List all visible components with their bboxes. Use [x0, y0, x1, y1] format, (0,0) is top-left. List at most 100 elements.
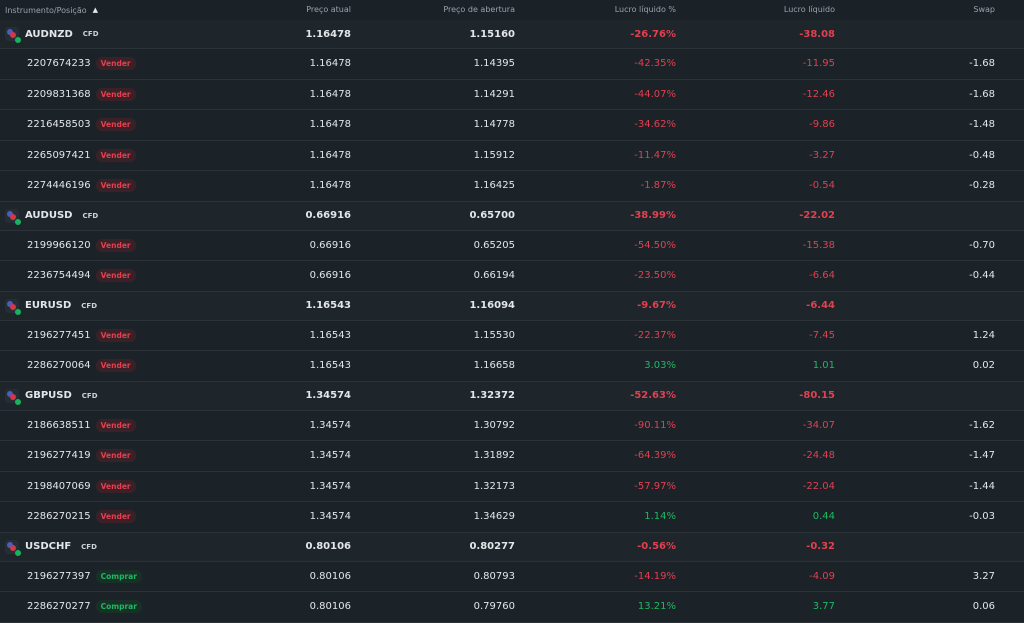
position-row[interactable]: 2196277451 Vender 1.16543 1.15530 -22.37%…: [0, 320, 1024, 351]
position-id: 2286270277: [27, 601, 91, 613]
position-cell: 2198407069 Vender: [27, 479, 136, 493]
column-net-profit[interactable]: Lucro líquido: [783, 5, 835, 14]
current-price: 1.16543: [305, 300, 351, 311]
open-price: 1.30792: [473, 419, 515, 431]
position-id: 2236754494: [27, 270, 91, 282]
position-row[interactable]: 2196277397 Comprar 0.80106 0.80793 -14.19…: [0, 561, 1024, 592]
position-cell: 2196277451 Vender: [27, 328, 136, 342]
swap: -0.70: [969, 239, 995, 251]
swap: -1.68: [969, 88, 995, 100]
instrument-group-row[interactable]: USDCHF CFD 0.80106 0.80277 -0.56% -0.32: [0, 532, 1024, 562]
open-price: 1.16094: [469, 300, 515, 311]
open-price: 0.79760: [473, 601, 515, 613]
position-row[interactable]: 2286270277 Comprar 0.80106 0.79760 13.21%…: [0, 592, 1024, 623]
swap: 3.27: [972, 570, 995, 582]
current-price: 1.16478: [309, 180, 351, 192]
current-price: 1.16543: [309, 329, 351, 341]
instrument-group-row[interactable]: AUDNZD CFD 1.16478 1.15160 -26.76% -38.08: [0, 20, 1024, 49]
position-row[interactable]: 2198407069 Vender 1.34574 1.32173 -57.97%…: [0, 471, 1024, 502]
net-profit: -7.45: [809, 329, 835, 341]
sort-ascending-icon[interactable]: ▲: [92, 6, 99, 14]
position-row[interactable]: 2209831368 Vender 1.16478 1.14291 -44.07%…: [0, 79, 1024, 110]
side-badge: Comprar: [95, 600, 142, 614]
open-price: 1.31892: [473, 450, 515, 462]
open-price: 1.15160: [469, 28, 515, 40]
net-profit: -22.02: [799, 210, 835, 221]
position-row[interactable]: 2274446196 Vender 1.16478 1.16425 -1.87% …: [0, 171, 1024, 202]
position-row[interactable]: 2236754494 Vender 0.66916 0.66194 -23.50%…: [0, 261, 1024, 292]
column-instrument-label: Instrumento/Posição: [5, 5, 87, 15]
swap: -0.48: [969, 149, 995, 161]
position-row[interactable]: 2216458503 Vender 1.16478 1.14778 -34.62%…: [0, 110, 1024, 141]
open-price: 0.80793: [473, 570, 515, 582]
position-id: 2216458503: [27, 119, 91, 131]
positions-table: AUDNZD CFD 1.16478 1.15160 -26.76% -38.08…: [0, 20, 1024, 623]
open-price: 0.65700: [469, 210, 515, 221]
net-profit-pct: -23.50%: [634, 270, 676, 282]
position-id: 2198407069: [27, 480, 91, 492]
open-price: 1.32173: [473, 480, 515, 492]
net-profit: -24.48: [802, 450, 835, 462]
net-profit: -22.04: [802, 480, 835, 492]
current-price: 0.66916: [305, 210, 351, 221]
open-price: 1.16658: [473, 360, 515, 372]
instrument-group-row[interactable]: EURUSD CFD 1.16543 1.16094 -9.67% -6.44: [0, 291, 1024, 321]
net-profit-pct: -11.47%: [634, 149, 676, 161]
instrument-group-row[interactable]: GBPUSD CFD 1.34574 1.32372 -52.63% -80.15: [0, 381, 1024, 411]
instrument-cell: USDCHF CFD: [5, 539, 97, 556]
current-price: 1.16478: [309, 119, 351, 131]
position-row[interactable]: 2286270064 Vender 1.16543 1.16658 3.03% 1…: [0, 351, 1024, 382]
net-profit-pct: -1.87%: [640, 180, 676, 192]
open-price: 1.14291: [473, 88, 515, 100]
position-id: 2196277451: [27, 329, 91, 341]
position-row[interactable]: 2286270215 Vender 1.34574 1.34629 1.14% 0…: [0, 502, 1024, 533]
position-cell: 2199966120 Vender: [27, 238, 136, 252]
instrument-type-badge: CFD: [81, 542, 97, 551]
swap: 0.02: [972, 360, 995, 372]
side-badge: Vender: [95, 269, 136, 283]
currency-pair-icon: [5, 27, 21, 43]
open-price: 1.14395: [473, 58, 515, 70]
open-price: 1.32372: [469, 390, 515, 401]
side-badge: Vender: [95, 57, 136, 71]
instrument-symbol: AUDUSD: [25, 210, 73, 221]
net-profit: -4.09: [809, 570, 835, 582]
position-row[interactable]: 2186638511 Vender 1.34574 1.30792 -90.11%…: [0, 410, 1024, 441]
position-cell: 2196277397 Comprar: [27, 569, 142, 583]
instrument-cell: GBPUSD CFD: [5, 388, 98, 405]
current-price: 1.16478: [309, 88, 351, 100]
current-price: 0.80106: [305, 541, 351, 552]
instrument-type-badge: CFD: [81, 391, 98, 400]
position-row[interactable]: 2199966120 Vender 0.66916 0.65205 -54.50%…: [0, 230, 1024, 261]
open-price: 0.65205: [473, 239, 515, 251]
position-row[interactable]: 2207674233 Vender 1.16478 1.14395 -42.35%…: [0, 49, 1024, 80]
column-open-price[interactable]: Preço de abertura: [443, 5, 515, 14]
position-cell: 2265097421 Vender: [27, 148, 136, 162]
position-row[interactable]: 2265097421 Vender 1.16478 1.15912 -11.47%…: [0, 140, 1024, 171]
swap: -1.47: [969, 450, 995, 462]
instrument-type-badge: CFD: [82, 30, 99, 38]
net-profit-pct: -14.19%: [634, 570, 676, 582]
open-price: 0.80277: [469, 541, 515, 552]
net-profit: -6.64: [809, 270, 835, 282]
position-cell: 2186638511 Vender: [27, 418, 136, 432]
column-swap[interactable]: Swap: [973, 5, 995, 14]
position-cell: 2286270215 Vender: [27, 510, 136, 524]
column-net-profit-pct[interactable]: Lucro líquido %: [614, 5, 676, 14]
instrument-group-row[interactable]: AUDUSD CFD 0.66916 0.65700 -38.99% -22.02: [0, 201, 1024, 231]
current-price: 1.16478: [309, 149, 351, 161]
position-cell: 2274446196 Vender: [27, 179, 136, 193]
current-price: 1.34574: [309, 450, 351, 462]
current-price: 1.34574: [309, 480, 351, 492]
net-profit-pct: -42.35%: [634, 58, 676, 70]
swap: -1.68: [969, 58, 995, 70]
side-badge: Vender: [95, 328, 136, 342]
position-row[interactable]: 2196277419 Vender 1.34574 1.31892 -64.39%…: [0, 441, 1024, 472]
position-id: 2274446196: [27, 180, 91, 192]
column-current-price[interactable]: Preço atual: [306, 5, 351, 14]
position-cell: 2209831368 Vender: [27, 87, 136, 101]
net-profit: -38.08: [799, 28, 835, 40]
column-instrument[interactable]: Instrumento/Posição ▲: [5, 6, 98, 15]
net-profit-pct: -52.63%: [630, 390, 676, 401]
net-profit: -3.27: [809, 149, 835, 161]
